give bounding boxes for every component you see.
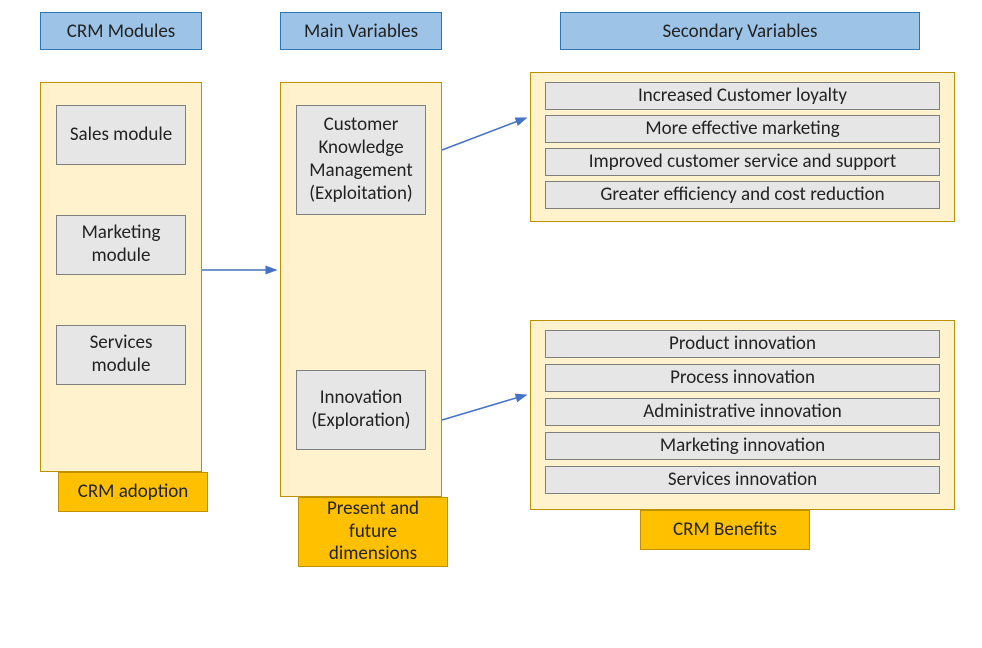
arrow-knowledge-to-group1 [442, 118, 526, 150]
header-secondary-variables: Secondary Variables [560, 12, 920, 50]
item-process-innovation: Process innovation [545, 364, 940, 392]
item-innovation: Innovation (Exploration) [296, 370, 426, 450]
footer-dimensions: Present and future dimensions [298, 497, 448, 567]
item-customer-service: Improved customer service and support [545, 148, 940, 176]
footer-crm-benefits: CRM Benefits [640, 510, 810, 550]
footer-crm-adoption: CRM adoption [58, 472, 208, 512]
item-customer-loyalty: Increased Customer loyalty [545, 82, 940, 110]
header-crm-modules: CRM Modules [40, 12, 202, 50]
arrow-innovation-to-group2 [442, 395, 526, 420]
item-customer-knowledge: Customer Knowledge Management (Exploitat… [296, 105, 426, 215]
item-sales-module: Sales module [56, 105, 186, 165]
item-effective-marketing: More effective marketing [545, 115, 940, 143]
item-marketing-innovation: Marketing innovation [545, 432, 940, 460]
item-admin-innovation: Administrative innovation [545, 398, 940, 426]
item-marketing-module: Marketing module [56, 215, 186, 275]
item-services-innovation: Services innovation [545, 466, 940, 494]
item-services-module: Services module [56, 325, 186, 385]
item-efficiency-cost: Greater efficiency and cost reduction [545, 181, 940, 209]
header-main-variables: Main Variables [280, 12, 442, 50]
item-product-innovation: Product innovation [545, 330, 940, 358]
